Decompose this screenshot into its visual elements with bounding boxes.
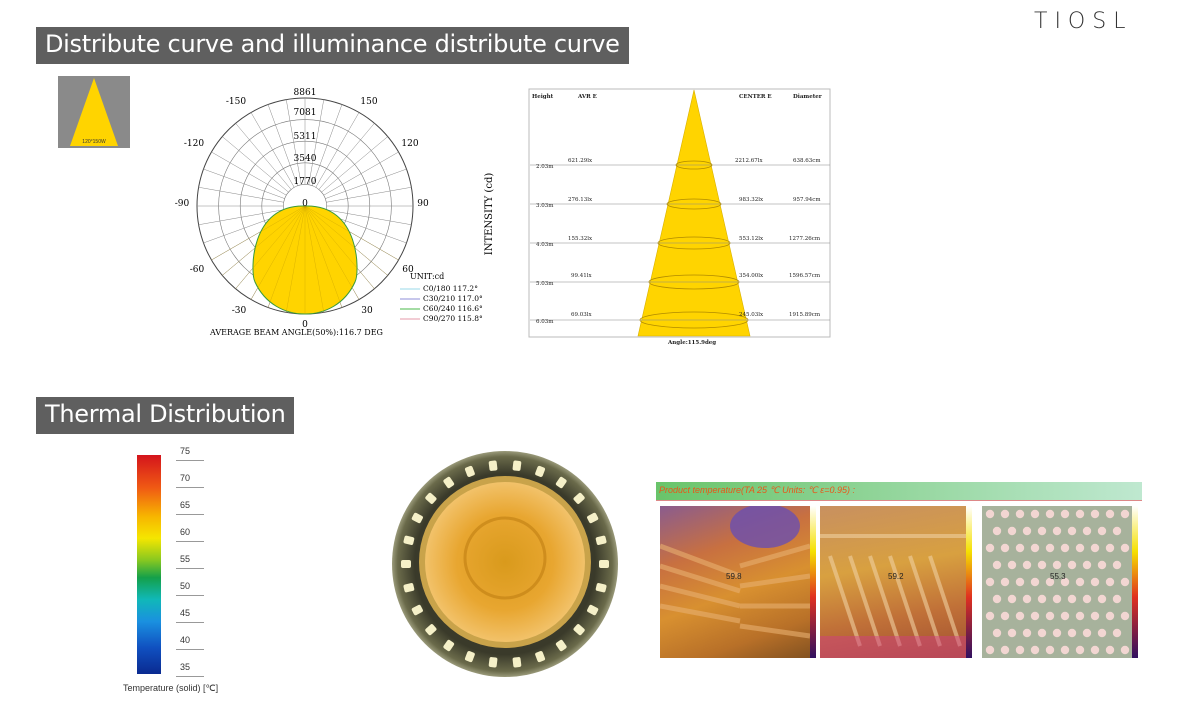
illuminance-chart: Height AVR E CENTER E Diameter 2.03m 621… (528, 88, 832, 350)
brand-logo: TIOSL (1034, 9, 1133, 34)
thermal-photo-heatsink-2: 59.2 (820, 506, 972, 658)
scale-tick-label: 35 (180, 662, 191, 672)
angle-label: -60 (190, 265, 205, 275)
temperature-reading: 59.8 (726, 572, 742, 581)
rim-slots (401, 460, 609, 668)
legend-item: C60/240 116.6° (423, 304, 483, 313)
scale-tick-label: 75 (180, 446, 191, 456)
row-height: 3.03m (536, 203, 554, 209)
intensity-label: 7081 (294, 108, 317, 118)
scale-tick-label: 45 (180, 608, 191, 618)
header-diameter: Diameter (793, 94, 822, 100)
row-height: 2.03m (536, 164, 554, 170)
row-center: 553.12lx (739, 236, 764, 242)
row-avr: 276.13lx (568, 197, 593, 203)
angle-label: -150 (226, 97, 246, 107)
beam-angle-icon: 120°150W (58, 76, 130, 148)
scale-tick-label: 65 (180, 500, 191, 510)
angle-label: 90 (417, 199, 429, 209)
lamp-core (425, 482, 585, 642)
thermal-photo-led-board: 55.3 (982, 506, 1138, 658)
row-center: 983.32lx (739, 197, 764, 203)
angle-label: 150 (360, 97, 377, 107)
row-diameter: 638.63cm (793, 158, 821, 164)
polar-intensity-chart: 8861 7081 5311 3540 1770 0 -150 150 -120… (170, 82, 510, 342)
row-height: 4.03m (536, 242, 554, 248)
row-avr: 69.03lx (571, 312, 593, 318)
scale-tick-label: 40 (180, 635, 191, 645)
section-title-thermal: Thermal Distribution (36, 397, 295, 434)
scale-tick-line (176, 676, 204, 677)
legend-item: C90/270 115.8° (423, 314, 483, 323)
row-center: 245.03lx (739, 312, 764, 318)
thermal-banner: Product temperature(TA 25 ℃ Units: ℃ ε=0… (656, 482, 1142, 501)
average-beam-angle: AVERAGE BEAM ANGLE(50%):116.7 DEG (209, 328, 383, 337)
scale-tick-line (176, 514, 204, 515)
angle-label: -120 (184, 139, 204, 149)
scale-tick-label: 70 (180, 473, 191, 483)
row-avr: 155.32lx (568, 236, 593, 242)
light-cone (637, 89, 751, 337)
unit-label: UNIT:cd (410, 272, 444, 281)
row-diameter: 1915.89cm (789, 312, 821, 318)
temperature-gradient-bar (137, 455, 161, 674)
intensity-label: 3540 (294, 154, 317, 164)
scale-tick-line (176, 649, 204, 650)
row-avr: 99.41lx (571, 273, 593, 279)
scale-tick-line (176, 595, 204, 596)
temperature-reading: 59.2 (888, 572, 904, 581)
legend-item: C30/210 117.0° (423, 294, 483, 303)
temperature-reading: 55.3 (1050, 572, 1066, 581)
intensity-label: 8861 (294, 88, 317, 98)
scale-tick-label: 60 (180, 527, 191, 537)
row-avr: 621.29lx (568, 158, 593, 164)
header-avr: AVR E (577, 94, 597, 100)
row-height: 5.03m (536, 281, 554, 287)
legend-item: C0/180 117.2° (423, 284, 478, 293)
header-center: CENTER E (739, 94, 772, 100)
intensity-axis-title: INTENSITY (cd) (484, 173, 495, 256)
row-diameter: 1596.57cm (789, 273, 821, 279)
scale-tick-line (176, 541, 204, 542)
section-title-light-distribution: Distribute curve and illuminance distrib… (36, 27, 629, 64)
led-dots (985, 509, 1130, 655)
beam-icon-label: 120°150W (82, 139, 106, 145)
row-center: 354.00lx (739, 273, 764, 279)
thermal-photo-heatsink-1: 59.8 (660, 506, 816, 658)
row-height: 6.03m (536, 319, 554, 325)
cone-angle-label: Angle:115.9deg (667, 340, 716, 346)
angle-label: 60 (402, 265, 414, 275)
intensity-label: 0 (302, 199, 308, 209)
row-center: 2212.67lx (735, 158, 764, 164)
temperature-scale: 75 70 65 60 55 50 45 40 35 Temperature (solid) [… (120, 442, 260, 700)
height-lines (530, 164, 830, 321)
angle-label: 30 (361, 306, 373, 316)
scale-tick-line (176, 622, 204, 623)
row-diameter: 957.94cm (793, 197, 821, 203)
thermal-banner-text: Product temperature(TA 25 ℃ Units: ℃ ε=0… (659, 485, 855, 495)
intensity-label: 5311 (294, 132, 317, 142)
intensity-label: 1770 (294, 177, 317, 187)
scale-tick-line (176, 568, 204, 569)
row-diameter: 1277.26cm (789, 236, 821, 242)
scale-tick-label: 50 (180, 581, 191, 591)
scale-tick-label: 55 (180, 554, 191, 564)
polar-radial-lines (211, 205, 399, 314)
beam-cone-icon (70, 78, 118, 146)
scale-tick-line (176, 487, 204, 488)
angle-label: 120 (401, 139, 418, 149)
cone-ellipses (639, 160, 749, 329)
angle-label: -90 (175, 199, 190, 209)
angle-label: 0 (302, 320, 308, 330)
scale-tick-line (176, 460, 204, 461)
angle-label: -30 (232, 306, 247, 316)
header-height: Height (532, 94, 554, 100)
temperature-caption: Temperature (solid) [℃] (123, 683, 219, 693)
thermal-simulation-image (384, 444, 626, 684)
lamp-hub (463, 516, 547, 600)
